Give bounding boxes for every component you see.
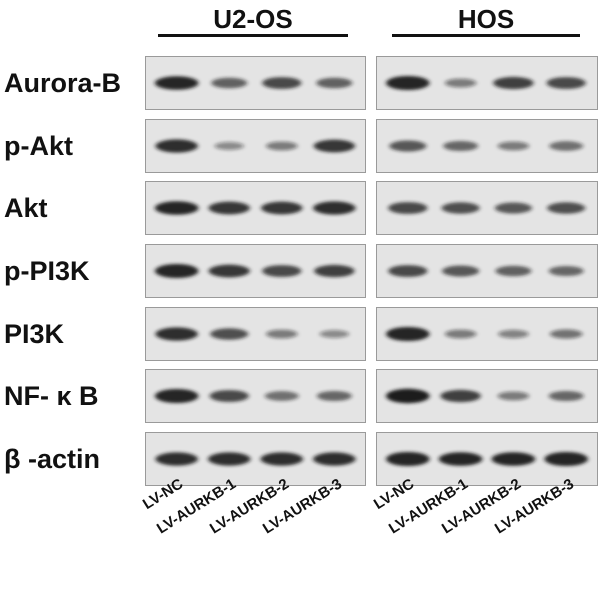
blot-image	[385, 326, 583, 342]
blot-image	[154, 76, 353, 90]
band	[493, 76, 534, 90]
band	[262, 77, 302, 89]
band	[214, 142, 244, 150]
band	[314, 264, 355, 278]
band	[548, 265, 584, 277]
band	[549, 329, 583, 339]
band	[316, 390, 352, 402]
blot-panel-1	[376, 56, 598, 110]
row-label: β -actin	[4, 444, 100, 474]
row-label: NF- κ B	[4, 381, 99, 411]
band	[498, 329, 529, 339]
band	[385, 326, 430, 342]
row-label: Akt	[4, 193, 48, 223]
row-label: p-PI3K	[4, 256, 90, 286]
band	[385, 75, 430, 91]
band	[548, 390, 584, 402]
row-label: Aurora-B	[4, 68, 122, 98]
blot-image	[385, 388, 584, 404]
band	[440, 389, 481, 403]
band	[491, 452, 536, 466]
band	[547, 202, 586, 214]
band	[313, 201, 356, 215]
band	[549, 141, 584, 151]
band	[154, 201, 199, 215]
blot-image	[155, 452, 356, 466]
band	[442, 265, 480, 277]
band	[261, 201, 303, 215]
band	[264, 391, 299, 401]
blot-panel-1	[376, 432, 598, 486]
blot-image	[154, 388, 352, 404]
band	[494, 202, 532, 214]
band	[209, 390, 249, 402]
group-header-0: U2-OS	[213, 4, 293, 34]
band	[210, 328, 249, 340]
band	[385, 388, 430, 404]
band	[495, 265, 532, 277]
band	[316, 77, 353, 89]
band	[260, 452, 304, 466]
blot-image	[388, 202, 586, 214]
band	[208, 264, 250, 278]
blot-panel-1	[376, 119, 598, 173]
blot-panel-0	[145, 56, 366, 110]
band	[265, 141, 298, 151]
group-header-1: HOS	[457, 4, 515, 34]
blot-image	[155, 139, 356, 153]
band	[438, 452, 483, 466]
band	[388, 265, 428, 277]
band	[313, 452, 356, 466]
band	[313, 139, 356, 153]
blot-panel-1	[376, 244, 598, 298]
blot-panel-0	[145, 181, 366, 235]
band	[265, 329, 298, 339]
blot-panel-0	[145, 119, 366, 173]
blot-image	[154, 201, 356, 215]
blot-panel-0	[145, 369, 366, 423]
band	[154, 76, 199, 90]
band	[211, 77, 248, 89]
group-underline-0	[158, 34, 348, 37]
band	[319, 330, 350, 338]
blot-panel-1	[376, 181, 598, 235]
band	[262, 265, 302, 277]
band	[385, 451, 430, 467]
blot-image	[155, 327, 350, 341]
band	[154, 263, 199, 279]
band	[497, 141, 530, 151]
band	[444, 329, 477, 339]
band	[544, 451, 589, 467]
band	[546, 77, 586, 89]
blot-panel-0	[145, 244, 366, 298]
blot-image	[154, 263, 355, 279]
blot-panel-1	[376, 307, 598, 361]
blot-image	[389, 140, 584, 152]
band	[155, 452, 198, 466]
band	[441, 202, 480, 214]
band	[154, 388, 199, 404]
band	[443, 140, 479, 152]
blot-image	[388, 265, 584, 277]
band	[155, 327, 198, 341]
band	[155, 139, 198, 153]
band	[389, 140, 427, 152]
band	[497, 391, 530, 401]
blot-panel-1	[376, 369, 598, 423]
band	[208, 201, 250, 215]
blot-panel-0	[145, 432, 366, 486]
blot-panel-0	[145, 307, 366, 361]
blot-image	[385, 75, 586, 91]
row-label: p-Akt	[4, 131, 73, 161]
band	[388, 202, 428, 214]
row-label: PI3K	[4, 319, 65, 349]
band	[444, 78, 477, 88]
blot-image	[385, 451, 589, 467]
band	[207, 452, 251, 466]
group-underline-1	[392, 34, 580, 37]
